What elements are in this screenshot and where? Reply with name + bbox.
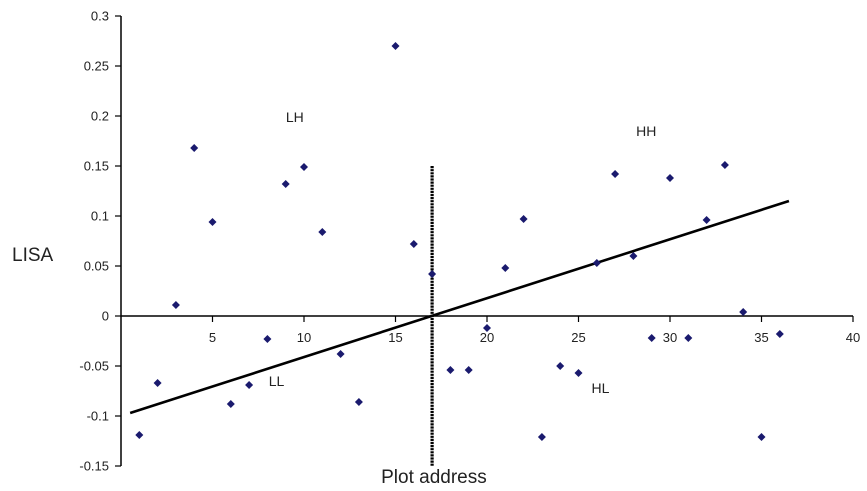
data-point (775, 330, 784, 338)
x-tick-label: 5 (209, 330, 216, 345)
x-tick-label: 10 (297, 330, 311, 345)
data-point (245, 381, 254, 389)
x-tick-label: 35 (754, 330, 768, 345)
trend-line (129, 199, 790, 415)
data-point (300, 163, 308, 171)
data-point (556, 362, 565, 370)
y-tick-label: 0.1 (91, 209, 109, 224)
quadrant-label-hh: HH (636, 123, 656, 139)
axes (120, 16, 853, 466)
y-tick-label: 0.15 (84, 159, 109, 174)
x-axis-title: Plot address (381, 467, 487, 488)
data-point (501, 264, 510, 272)
data-point (757, 433, 766, 441)
data-point (190, 144, 199, 152)
data-point (336, 350, 345, 358)
x-tick-label: 30 (663, 330, 677, 345)
x-tick-label: 25 (571, 330, 585, 345)
x-tick-label: 40 (846, 330, 860, 345)
x-tick-label: 15 (388, 330, 402, 345)
data-point (208, 218, 217, 226)
data-point (519, 215, 528, 223)
quadrant-label-lh: LH (286, 109, 304, 125)
data-point (537, 433, 546, 441)
data-point (483, 324, 491, 332)
data-point (574, 369, 583, 377)
y-tick-label: -0.05 (79, 359, 109, 374)
y-tick-label: 0.2 (91, 109, 109, 124)
data-point (464, 366, 473, 374)
y-tick-label: 0.05 (84, 259, 109, 274)
x-tick-label: 20 (480, 330, 494, 345)
data-point (647, 334, 656, 342)
data-point (153, 379, 162, 387)
data-points (135, 42, 784, 441)
data-point (629, 252, 638, 260)
y-tick-label: 0.25 (84, 59, 109, 74)
data-point (611, 170, 620, 178)
y-tick-label: 0.3 (91, 9, 109, 24)
data-point (318, 228, 327, 236)
trend-line-group (129, 199, 790, 415)
data-point (702, 216, 711, 224)
quadrant-label-ll: LL (269, 373, 285, 389)
data-point (135, 431, 144, 439)
y-ticks: -0.15 -0.1 -0.05 0 0.05 0.1 0.15 0.2 0.25 0.3 (79, 9, 121, 474)
y-tick-label: -0.15 (79, 459, 109, 474)
data-point (226, 400, 235, 408)
quadrant-label-hl: HL (592, 380, 610, 396)
data-point (428, 270, 437, 278)
data-point (684, 334, 693, 342)
data-point (739, 308, 748, 316)
data-point (720, 161, 729, 169)
x-ticks: 5 10 15 20 25 30 35 40 (209, 316, 860, 345)
data-point (281, 180, 290, 188)
data-point (592, 259, 601, 267)
data-point (391, 42, 400, 50)
quadrant-labels: LH HH LL HL (269, 109, 657, 396)
data-point (171, 301, 180, 309)
y-axis-title: LISA (12, 245, 54, 266)
data-point (263, 335, 272, 343)
data-point (666, 174, 674, 182)
y-tick-label: 0 (102, 309, 109, 324)
data-point (354, 398, 363, 406)
data-point (446, 366, 455, 374)
y-tick-label: -0.1 (87, 409, 109, 424)
data-point (409, 240, 418, 248)
